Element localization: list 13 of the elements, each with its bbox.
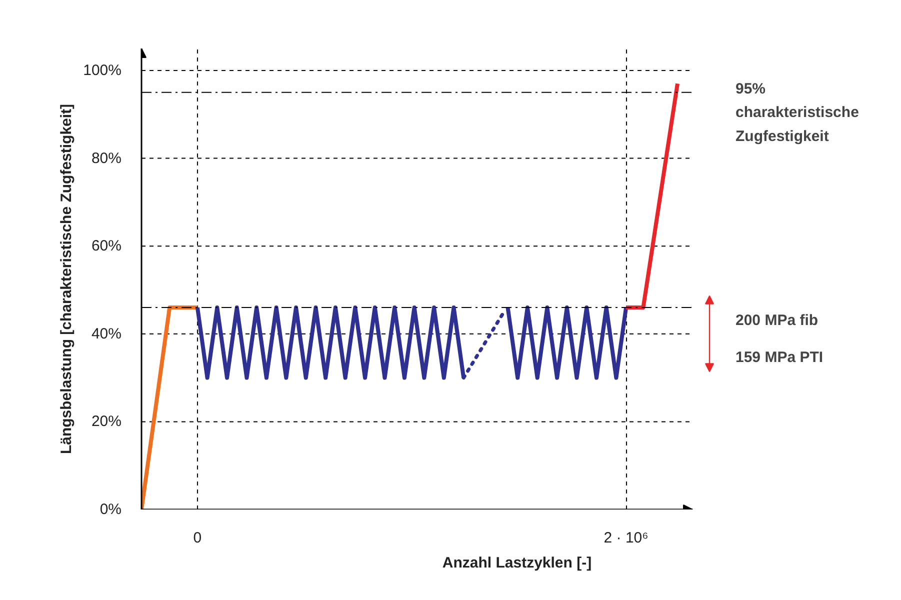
y-tick-label: 20% (91, 413, 122, 430)
y-tick-label: 40% (91, 325, 122, 342)
y-tick-label: 80% (91, 150, 122, 167)
x-tick-label: 0 (193, 530, 202, 546)
y-tick-label: 100% (83, 62, 122, 79)
text: 200 MPa fib (736, 312, 818, 329)
text: 159 MPa PTI (736, 349, 824, 366)
ref-line-label: 95% charakteristische Zugfestigkeit (736, 80, 859, 146)
x-axis-title: Anzahl Lastzyklen [-] (442, 554, 592, 572)
x-tick-label: 2 · 10⁶ (604, 530, 648, 546)
y-axis-title: Längsbelastung [charakteristische Zugfestigkeit] (58, 104, 76, 454)
y-tick-label: 60% (91, 238, 122, 255)
y-tick-label: 0% (100, 501, 122, 518)
